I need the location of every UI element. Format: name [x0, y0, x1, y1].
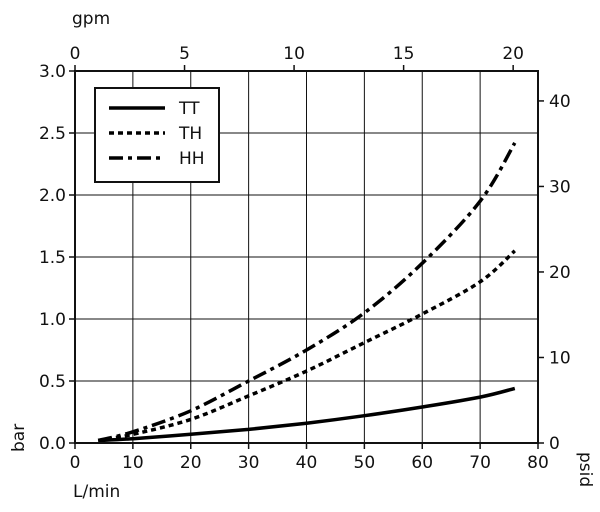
x-tick-label-bottom: 60 [411, 453, 433, 473]
x-tick-label-bottom: 40 [296, 453, 318, 473]
y-tick-label-left: 0.0 [39, 434, 66, 454]
x-axis-label-bottom: L/min [73, 482, 120, 502]
y-tick-label-right: 0 [549, 434, 560, 454]
legend-label-th: TH [178, 124, 202, 144]
y-tick-label-right: 30 [549, 177, 571, 197]
y-tick-label-left: 0.5 [39, 372, 66, 392]
x-tick-label-bottom: 80 [527, 453, 549, 473]
y-tick-label-right: 40 [549, 92, 571, 112]
y-axis-label-right: psid [575, 452, 595, 487]
y-tick-label-left: 1.0 [39, 310, 66, 330]
y-tick-label-left: 2.0 [39, 186, 66, 206]
x-tick-label-bottom: 30 [238, 453, 260, 473]
x-tick-label-bottom: 20 [180, 453, 202, 473]
y-tick-label-right: 10 [549, 348, 571, 368]
y-tick-label-left: 3.0 [39, 62, 66, 82]
x-tick-label-top: 20 [502, 44, 524, 64]
series-line-tt [98, 386, 516, 443]
legend: TT TH HH [94, 87, 220, 183]
tick-labels: 0 10 20 30 40 50 60 70 800.00.51.01.52.02.53.00 5… [39, 44, 571, 473]
x-tick-label-bottom: 10 [122, 453, 144, 473]
tick-marks [69, 65, 544, 449]
y-tick-label-left: 2.5 [39, 124, 66, 144]
x-tick-label-top: 5 [179, 44, 190, 64]
x-axis-label-top: gpm [72, 9, 110, 29]
legend-label-tt: TT [178, 99, 200, 119]
x-tick-label-bottom: 50 [354, 453, 376, 473]
y-axis-label-left: bar [9, 424, 29, 452]
series-lines [97, 142, 517, 443]
series-line-hh [97, 142, 517, 443]
y-tick-label-left: 1.5 [39, 248, 66, 268]
x-tick-label-top: 10 [283, 44, 305, 64]
series-line-th [97, 249, 516, 443]
y-tick-label-right: 20 [549, 263, 571, 283]
x-tick-label-bottom: 0 [70, 453, 81, 473]
x-tick-label-top: 0 [70, 44, 81, 64]
legend-box [94, 87, 220, 183]
x-tick-label-top: 15 [393, 44, 415, 64]
legend-label-hh: HH [179, 149, 205, 169]
x-tick-label-bottom: 70 [469, 453, 491, 473]
